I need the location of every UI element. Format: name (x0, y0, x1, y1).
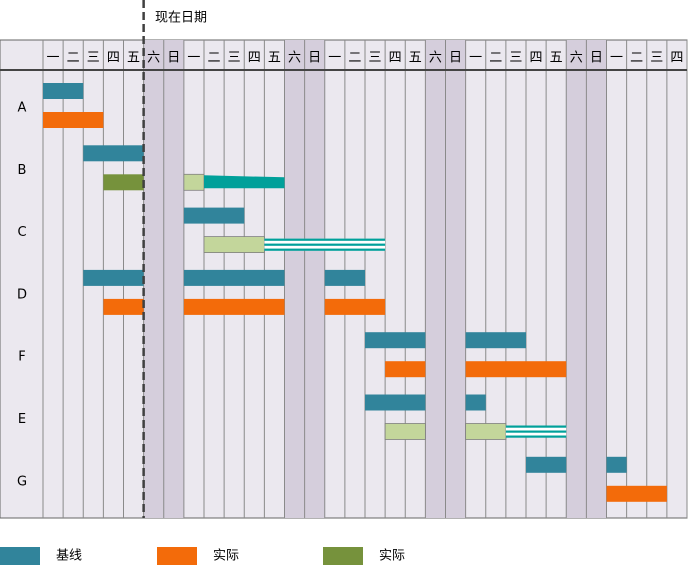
pending-bar (203, 236, 265, 254)
legend-swatch (323, 547, 363, 565)
weekend-column (566, 40, 587, 518)
day-label: 二 (489, 51, 502, 66)
pending-bar (183, 173, 205, 191)
remaining-striped-bar (505, 425, 567, 438)
baseline-bar (606, 456, 627, 473)
day-label: 二 (67, 51, 80, 66)
pending-bar (465, 423, 507, 440)
day-label: 三 (650, 51, 663, 66)
legend-label: 实际 (379, 549, 405, 564)
legend-label: 实际 (213, 549, 239, 564)
day-label: 三 (509, 51, 522, 66)
weekend-column (163, 40, 184, 518)
day-label: 四 (248, 51, 261, 66)
actual-bar (465, 361, 567, 378)
day-label: 一 (187, 51, 200, 66)
day-label: 四 (670, 51, 683, 66)
legend-swatch (157, 547, 197, 565)
day-label: 三 (87, 51, 100, 66)
actual-bar (324, 298, 386, 315)
actual-bar (183, 298, 285, 315)
weekend-column (284, 40, 305, 518)
day-label: 一 (47, 51, 60, 66)
day-label: 六 (429, 51, 442, 66)
day-label: 日 (449, 51, 462, 66)
day-label: 二 (208, 51, 221, 66)
day-label: 五 (409, 51, 422, 66)
weekend-column (304, 40, 325, 518)
stripe (505, 425, 567, 428)
day-label: 四 (530, 51, 543, 66)
weekend-column (586, 40, 607, 518)
day-label: 六 (288, 51, 301, 66)
row-label: D (17, 287, 27, 302)
row-label: G (17, 474, 27, 489)
baseline-bar (324, 269, 365, 286)
stripe (505, 430, 567, 433)
day-label: 二 (630, 51, 643, 66)
day-label: 四 (107, 51, 120, 66)
row-label: C (17, 225, 26, 240)
day-label: 一 (469, 51, 482, 66)
baseline-bar (83, 145, 144, 162)
baseline-bar (183, 269, 285, 286)
pending-bar (384, 423, 426, 440)
baseline-bar (43, 83, 84, 99)
stripe (264, 243, 386, 246)
day-label: 五 (127, 51, 140, 66)
day-label: 日 (590, 51, 603, 66)
day-label: 六 (570, 51, 583, 66)
baseline-bar (365, 394, 426, 411)
actual-bar (606, 485, 667, 502)
legend-swatch (0, 547, 40, 565)
remaining-bar (204, 175, 285, 189)
day-label: 日 (308, 51, 321, 66)
baseline-bar (83, 269, 144, 286)
day-label: 六 (147, 51, 160, 66)
actual-bar (43, 112, 104, 128)
row-label: E (18, 412, 26, 427)
remaining-striped-bar (264, 238, 386, 251)
day-label: 五 (268, 51, 281, 66)
today-label: 现在日期 (155, 11, 207, 26)
weekend-column (445, 40, 466, 518)
legend-label: 基线 (56, 549, 82, 564)
weekend-column (425, 40, 446, 518)
stripe (505, 435, 567, 438)
baseline-bar (183, 207, 245, 224)
baseline-bar (465, 332, 526, 349)
row-label: A (18, 101, 27, 116)
day-label: 二 (348, 51, 361, 66)
actual-bar (385, 361, 426, 378)
done-bar (103, 174, 144, 191)
weekend-column (143, 40, 164, 518)
day-label: 一 (610, 51, 623, 66)
day-label: 一 (328, 51, 341, 66)
row-label: F (18, 350, 25, 365)
day-label: 日 (167, 51, 180, 66)
baseline-bar (526, 456, 567, 473)
day-label: 三 (369, 51, 382, 66)
actual-bar (103, 298, 144, 315)
baseline-bar (365, 332, 426, 349)
day-label: 四 (389, 51, 402, 66)
stripe (264, 238, 386, 241)
day-label: 五 (550, 51, 563, 66)
row-label: B (18, 163, 27, 178)
day-label: 三 (228, 51, 241, 66)
stripe (264, 248, 386, 251)
baseline-bar (465, 394, 486, 411)
